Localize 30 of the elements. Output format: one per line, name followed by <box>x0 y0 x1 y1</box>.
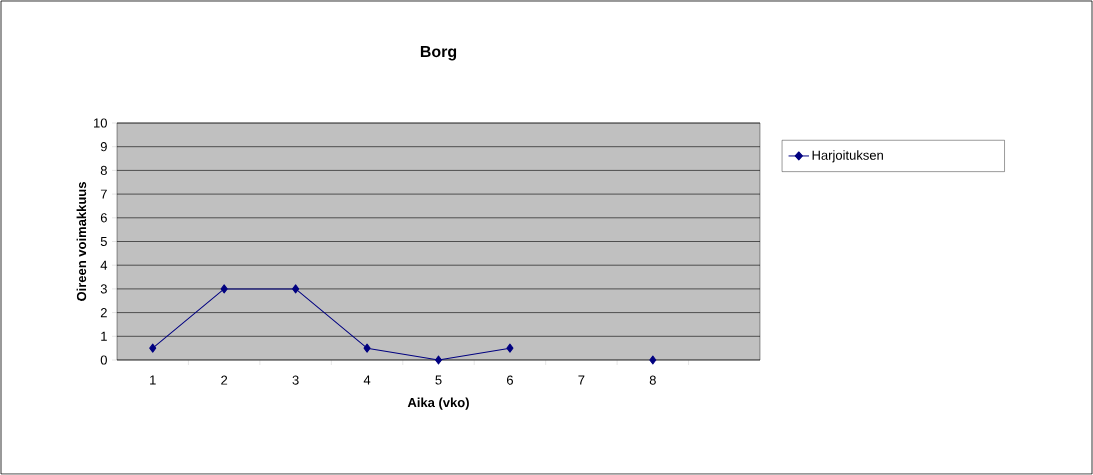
x-tick-label: 7 <box>578 375 585 385</box>
x-tick-label: 2 <box>221 375 228 385</box>
point <box>292 284 300 294</box>
y-tick-label: 2 <box>100 308 107 318</box>
x-tick-label: 4 <box>363 375 371 385</box>
point <box>649 355 657 365</box>
point <box>435 355 442 365</box>
y-tick-label: 4 <box>100 260 108 270</box>
x-tick-label: 6 <box>506 375 513 385</box>
legend-label: Harjoituksen <box>812 150 883 163</box>
y-tick-label: 8 <box>100 165 107 175</box>
y-tick-label: 6 <box>100 213 107 223</box>
y-tick-label: 1 <box>101 331 107 341</box>
point <box>149 343 157 353</box>
y-tick-label: 5 <box>100 236 107 247</box>
y-tick-label: 3 <box>100 284 107 294</box>
y-tick-label: 10 <box>94 118 107 128</box>
x-tick-label: 8 <box>649 375 656 385</box>
y-tick-label: 7 <box>100 189 107 199</box>
x-axis-title: Aika (vko) <box>407 397 469 410</box>
y-tick-label: 0 <box>100 355 107 365</box>
x-tick-label: 3 <box>292 375 299 385</box>
chart-title: Borg <box>420 46 457 61</box>
point <box>363 343 371 353</box>
x-tick-label: 5 <box>435 375 442 385</box>
x-tick-label: 1 <box>150 375 156 385</box>
y-tick-label: 9 <box>100 142 107 152</box>
point <box>506 343 514 353</box>
y-axis-title: Oireen voimakkuus <box>76 182 87 301</box>
point <box>220 284 228 294</box>
